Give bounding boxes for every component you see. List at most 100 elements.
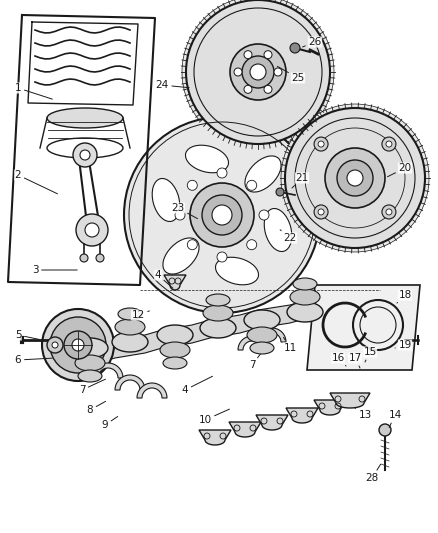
Circle shape — [96, 254, 104, 262]
Circle shape — [242, 56, 274, 88]
Polygon shape — [258, 328, 286, 342]
Text: 18: 18 — [397, 290, 412, 303]
Text: 23: 23 — [171, 203, 198, 219]
Text: 14: 14 — [389, 410, 402, 427]
Ellipse shape — [163, 238, 199, 274]
Circle shape — [290, 43, 300, 53]
Circle shape — [386, 209, 392, 215]
Ellipse shape — [160, 342, 190, 358]
Circle shape — [80, 150, 90, 160]
Circle shape — [382, 137, 396, 151]
Circle shape — [386, 141, 392, 147]
Text: 19: 19 — [395, 340, 412, 350]
Circle shape — [124, 117, 320, 313]
Ellipse shape — [245, 156, 281, 192]
Text: 16: 16 — [332, 353, 346, 366]
Polygon shape — [115, 375, 145, 390]
Ellipse shape — [287, 302, 323, 322]
Text: 12: 12 — [131, 310, 149, 320]
Circle shape — [182, 0, 334, 148]
Circle shape — [80, 254, 88, 262]
Polygon shape — [137, 383, 167, 398]
Polygon shape — [164, 275, 186, 290]
Ellipse shape — [163, 357, 187, 369]
Polygon shape — [68, 298, 315, 368]
Text: 10: 10 — [198, 409, 230, 425]
Polygon shape — [330, 393, 370, 408]
Polygon shape — [256, 415, 288, 430]
Text: 5: 5 — [15, 330, 39, 340]
Text: 7: 7 — [249, 354, 260, 370]
Text: 28: 28 — [365, 464, 381, 483]
Text: 20: 20 — [388, 163, 412, 177]
Text: 11: 11 — [283, 337, 297, 353]
Ellipse shape — [200, 318, 236, 338]
Text: 4: 4 — [155, 270, 173, 288]
Ellipse shape — [118, 308, 142, 320]
Text: 25: 25 — [277, 67, 304, 83]
Circle shape — [202, 195, 242, 235]
Circle shape — [72, 339, 84, 351]
Text: 9: 9 — [102, 417, 118, 430]
Circle shape — [186, 0, 330, 144]
Circle shape — [244, 85, 252, 93]
Text: 2: 2 — [15, 170, 57, 194]
Circle shape — [325, 148, 385, 208]
Ellipse shape — [264, 208, 292, 252]
Circle shape — [234, 68, 242, 76]
Circle shape — [247, 180, 257, 190]
Circle shape — [230, 44, 286, 100]
Circle shape — [175, 210, 185, 220]
Circle shape — [347, 170, 363, 186]
Circle shape — [264, 85, 272, 93]
Ellipse shape — [157, 325, 193, 345]
Ellipse shape — [112, 332, 148, 352]
Ellipse shape — [244, 310, 280, 330]
Text: 26: 26 — [303, 37, 321, 47]
Text: 8: 8 — [87, 401, 106, 415]
Ellipse shape — [250, 342, 274, 354]
Text: 1: 1 — [15, 83, 53, 99]
Text: 4: 4 — [182, 376, 212, 395]
Circle shape — [337, 160, 373, 196]
Circle shape — [244, 51, 252, 59]
Circle shape — [276, 188, 284, 196]
Circle shape — [259, 210, 269, 220]
Circle shape — [187, 180, 197, 190]
Circle shape — [318, 141, 324, 147]
Text: 22: 22 — [280, 230, 297, 243]
Ellipse shape — [47, 108, 123, 128]
Text: 21: 21 — [292, 173, 309, 188]
Ellipse shape — [78, 370, 102, 382]
Text: 13: 13 — [355, 408, 371, 420]
Ellipse shape — [290, 289, 320, 305]
Circle shape — [379, 424, 391, 436]
Polygon shape — [286, 408, 318, 423]
Circle shape — [42, 309, 114, 381]
Circle shape — [285, 108, 425, 248]
Circle shape — [382, 205, 396, 219]
Circle shape — [52, 342, 58, 348]
Circle shape — [314, 205, 328, 219]
Circle shape — [314, 137, 328, 151]
Polygon shape — [307, 285, 420, 370]
Polygon shape — [238, 336, 266, 350]
Ellipse shape — [75, 355, 105, 371]
Polygon shape — [93, 363, 123, 378]
Ellipse shape — [72, 338, 108, 358]
Circle shape — [217, 168, 227, 178]
Ellipse shape — [185, 145, 229, 173]
Text: 3: 3 — [32, 265, 77, 275]
Circle shape — [264, 51, 272, 59]
Circle shape — [190, 183, 254, 247]
Ellipse shape — [203, 305, 233, 321]
Circle shape — [274, 68, 282, 76]
Ellipse shape — [115, 319, 145, 335]
Ellipse shape — [247, 327, 277, 343]
Circle shape — [281, 104, 429, 252]
Ellipse shape — [152, 179, 180, 222]
Polygon shape — [229, 422, 261, 437]
Text: 17: 17 — [348, 353, 362, 368]
Circle shape — [76, 214, 108, 246]
Polygon shape — [314, 400, 346, 415]
